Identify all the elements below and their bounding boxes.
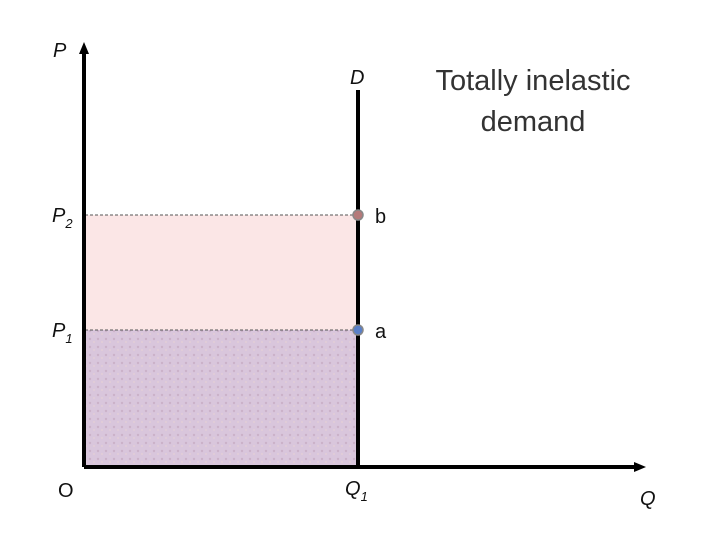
- x-axis-label: Q: [640, 488, 656, 510]
- title: Totally inelastic: [435, 65, 630, 97]
- price-label: P2: [52, 205, 73, 231]
- y-axis-label: P: [53, 40, 67, 62]
- price-label: P1: [52, 320, 73, 346]
- point-b: [352, 209, 364, 221]
- price-main: P: [52, 320, 66, 342]
- point-label: b: [375, 206, 386, 228]
- x-arrow: [634, 462, 646, 472]
- quantity-main: Q: [345, 478, 361, 500]
- origin-label: O: [58, 480, 74, 502]
- curve-label: D: [350, 67, 364, 89]
- price-main: P: [52, 205, 66, 227]
- point-label: a: [375, 321, 387, 343]
- price-sub: 1: [65, 331, 72, 346]
- area-increase: [85, 215, 358, 330]
- quantity-label: Q1: [345, 478, 368, 504]
- quantity-sub: 1: [361, 489, 368, 504]
- price-sub: 2: [64, 216, 73, 231]
- area-initial: [85, 330, 358, 467]
- point-a: [352, 324, 364, 336]
- y-arrow: [79, 42, 89, 54]
- title: demand: [481, 106, 586, 138]
